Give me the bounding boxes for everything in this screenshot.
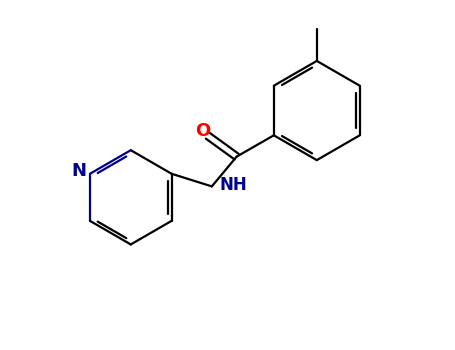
Text: NH: NH (219, 176, 247, 194)
Text: O: O (195, 122, 211, 140)
Text: N: N (71, 162, 86, 180)
